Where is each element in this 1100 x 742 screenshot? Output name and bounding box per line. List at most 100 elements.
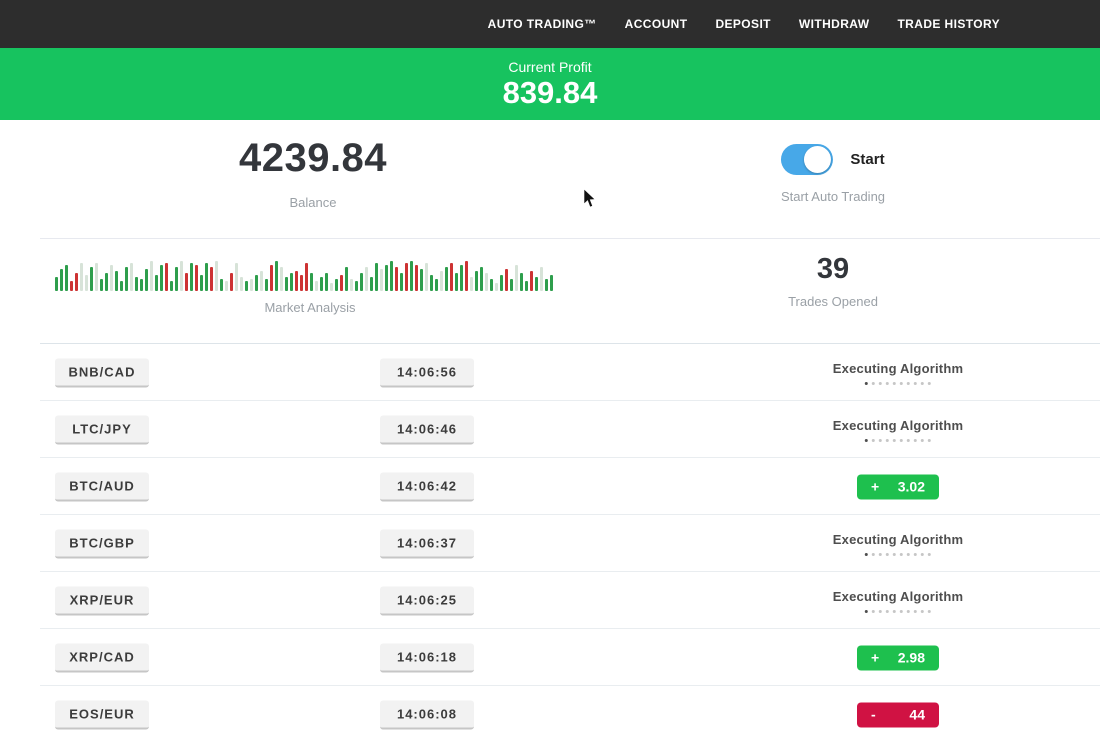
chart-bar	[320, 277, 323, 291]
chart-bar	[155, 275, 158, 291]
trade-pair-chip: LTC/JPY	[55, 415, 149, 444]
trade-pair-chip: XRP/EUR	[55, 586, 149, 615]
chart-bar	[240, 277, 243, 291]
chart-bar	[255, 275, 258, 291]
chart-bar	[175, 267, 178, 291]
chart-bar	[490, 279, 493, 291]
chart-bar	[545, 279, 548, 291]
progress-dots	[833, 552, 963, 556]
nav-trade-history[interactable]: TRADE HISTORY	[897, 17, 1000, 31]
chart-bar	[445, 267, 448, 291]
trade-time-chip: 14:06:25	[380, 586, 474, 615]
chart-bar	[530, 271, 533, 291]
profit-banner-label: Current Profit	[508, 59, 592, 76]
chart-bar	[455, 273, 458, 291]
chart-bar	[185, 273, 188, 291]
chart-bar	[485, 273, 488, 291]
chart-bar	[500, 275, 503, 291]
chart-bar	[210, 267, 213, 291]
chart-bar	[460, 265, 463, 291]
chart-bar	[65, 265, 68, 291]
progress-dots	[833, 381, 963, 385]
trade-time-chip: 14:06:56	[380, 358, 474, 387]
chart-bar	[270, 265, 273, 291]
chart-bar	[415, 265, 418, 291]
trade-status: +3.02	[857, 474, 939, 499]
executing-label: Executing Algorithm	[832, 417, 964, 433]
trade-status: Executing Algorithm	[833, 418, 963, 442]
chart-bar	[265, 279, 268, 291]
stats-row-balance: 4239.84 Balance Start Start Auto Trading	[0, 120, 1100, 238]
chart-bar	[550, 275, 553, 291]
chart-bar	[245, 281, 248, 291]
chart-bar	[260, 271, 263, 291]
chart-bar	[295, 271, 298, 291]
chart-bar	[480, 267, 483, 291]
chart-bar	[75, 273, 78, 291]
chart-bar	[465, 261, 468, 291]
trade-status: +2.98	[857, 645, 939, 670]
trade-row: LTC/JPY 14:06:46 Executing Algorithm	[0, 401, 1100, 458]
chart-bar	[375, 263, 378, 291]
divider	[40, 238, 1100, 239]
chart-bar	[85, 275, 88, 291]
chart-bar	[165, 263, 168, 291]
chart-bar	[80, 263, 83, 291]
chart-bar	[60, 269, 63, 291]
trade-pair-chip: BNB/CAD	[55, 358, 149, 387]
trade-pair-chip: XRP/CAD	[55, 643, 149, 672]
executing-label: Executing Algorithm	[832, 531, 964, 547]
chart-bar	[340, 275, 343, 291]
trades-list: BNB/CAD 14:06:56 Executing Algorithm LTC/JP…	[0, 344, 1100, 742]
chart-bar	[170, 281, 173, 291]
chart-bar	[230, 273, 233, 291]
nav-auto-trading[interactable]: AUTO TRADING™	[487, 17, 597, 31]
profit-banner: Current Profit 839.84	[0, 48, 1100, 120]
trade-time-chip: 14:06:18	[380, 643, 474, 672]
toggle-label: Start	[850, 151, 885, 168]
chart-bar	[495, 283, 498, 291]
market-analysis-block: Market Analysis	[55, 259, 565, 315]
chart-bar	[305, 263, 308, 291]
chart-bar	[360, 273, 363, 291]
trade-row: EOS/EUR 14:06:08 -44	[0, 686, 1100, 742]
chart-bar	[115, 271, 118, 291]
chart-bar	[145, 269, 148, 291]
chart-bar	[355, 281, 358, 291]
trade-pair-chip: BTC/GBP	[55, 529, 149, 558]
chart-bar	[220, 279, 223, 291]
chart-bar	[540, 267, 543, 291]
chart-bar	[505, 269, 508, 291]
chart-bar	[275, 261, 278, 291]
auto-trading-block: Start Start Auto Trading	[781, 144, 885, 204]
chart-bar	[70, 281, 73, 291]
trades-opened-label: Trades Opened	[788, 294, 878, 309]
progress-dots	[833, 438, 963, 442]
trade-row: XRP/EUR 14:06:25 Executing Algorithm	[0, 572, 1100, 629]
chart-bar	[140, 279, 143, 291]
chart-bar	[250, 279, 253, 291]
nav-account[interactable]: ACCOUNT	[624, 17, 688, 31]
chart-bar	[335, 279, 338, 291]
nav-withdraw[interactable]: WITHDRAW	[798, 17, 870, 31]
nav-deposit[interactable]: DEPOSIT	[715, 17, 771, 31]
chart-bar	[100, 279, 103, 291]
chart-bar	[280, 267, 283, 291]
chart-bar	[315, 281, 318, 291]
chart-bar	[160, 265, 163, 291]
chart-bar	[180, 261, 183, 291]
chart-bar	[235, 263, 238, 291]
top-navigation: AUTO TRADING™ ACCOUNT DEPOSIT WITHDRAW T…	[0, 0, 1100, 48]
chart-bar	[450, 263, 453, 291]
trade-pair-chip: BTC/AUD	[55, 472, 149, 501]
auto-trading-toggle[interactable]	[781, 144, 834, 175]
trade-status: Executing Algorithm	[833, 532, 963, 556]
trades-opened-block: 39 Trades Opened	[788, 253, 878, 309]
chart-bar	[195, 265, 198, 291]
chart-bar	[150, 261, 153, 291]
chart-bar	[470, 277, 473, 291]
trade-pair-chip: EOS/EUR	[55, 700, 149, 729]
chart-bar	[190, 263, 193, 291]
chart-bar	[510, 279, 513, 291]
trade-time-chip: 14:06:46	[380, 415, 474, 444]
